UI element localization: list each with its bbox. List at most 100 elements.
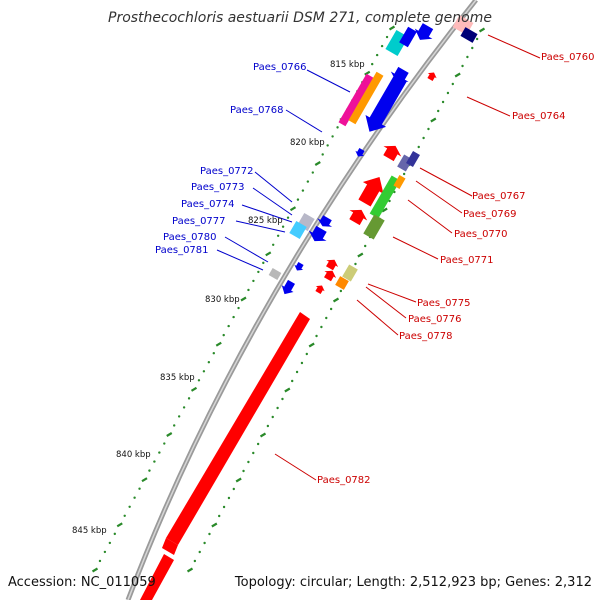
gc-dot bbox=[247, 288, 250, 292]
gc-dot bbox=[232, 315, 235, 319]
gc-dot bbox=[207, 361, 211, 364]
ruler-label: 820 kbp bbox=[290, 138, 325, 148]
features-layer bbox=[140, 14, 478, 600]
gc-dot bbox=[371, 62, 374, 66]
gene-arrow bbox=[358, 177, 384, 207]
gene-arrow bbox=[281, 279, 295, 295]
gc-dash bbox=[284, 387, 291, 393]
gc-dash bbox=[381, 207, 388, 213]
gc-dot bbox=[222, 333, 225, 337]
gc-dot bbox=[203, 541, 206, 545]
label-lines-layer bbox=[216, 34, 541, 481]
gene-label-forward[interactable]: Paes_0766 bbox=[253, 62, 307, 73]
gene-arrow bbox=[349, 209, 368, 226]
gc-dot bbox=[271, 415, 274, 419]
ruler-label: 845 kbp bbox=[72, 526, 107, 536]
gc-dot bbox=[388, 199, 391, 203]
gene-label-forward[interactable]: Paes_0774 bbox=[181, 199, 235, 210]
gene-label-reverse[interactable]: Paes_0771 bbox=[440, 255, 494, 266]
accession-text: Accession: NC_011059 bbox=[8, 575, 156, 590]
gene-arrow bbox=[383, 145, 402, 162]
gene-label-reverse[interactable]: Paes_0760 bbox=[541, 52, 595, 63]
gc-dot bbox=[331, 135, 334, 138]
gc-dot bbox=[158, 451, 161, 454]
gc-dot bbox=[441, 100, 445, 104]
gc-dash bbox=[308, 342, 315, 348]
gc-dot bbox=[326, 144, 329, 147]
gc-dot bbox=[262, 261, 265, 265]
gc-dot bbox=[187, 397, 191, 400]
gene-label-reverse[interactable]: Paes_0770 bbox=[454, 229, 508, 240]
gene-feature bbox=[406, 150, 420, 168]
gene-label-reverse[interactable]: Paes_0778 bbox=[399, 331, 453, 342]
gc-dot bbox=[375, 53, 379, 57]
gene-label-reverse[interactable]: Paes_0764 bbox=[512, 111, 566, 122]
label-leader-line bbox=[407, 199, 453, 234]
label-leader-line bbox=[216, 249, 264, 271]
gene-feature bbox=[460, 27, 478, 43]
ruler-label: 830 kbp bbox=[205, 295, 240, 305]
gc-dot bbox=[247, 460, 250, 464]
gc-dot bbox=[286, 216, 290, 219]
gc-dot bbox=[257, 270, 260, 274]
gc-dot bbox=[252, 279, 255, 283]
gc-dash bbox=[259, 432, 267, 438]
gc-dot bbox=[182, 406, 186, 409]
gc-dot bbox=[218, 514, 221, 518]
gene-feature bbox=[335, 276, 349, 290]
gene-label-forward[interactable]: Paes_0768 bbox=[230, 105, 284, 116]
gene-feature bbox=[348, 71, 384, 125]
gene-feature-long bbox=[140, 554, 174, 600]
ruler-label: 835 kbp bbox=[160, 373, 195, 383]
gc-dot bbox=[256, 442, 260, 446]
gc-dot bbox=[252, 451, 255, 455]
gc-dot bbox=[321, 153, 324, 156]
gc-dash bbox=[357, 252, 364, 258]
gc-dot bbox=[281, 225, 285, 228]
gene-label-reverse[interactable]: Paes_0776 bbox=[408, 314, 462, 325]
topology-text: Topology: circular; Length: 2,512,923 bp… bbox=[234, 575, 592, 590]
gc-dot bbox=[202, 370, 206, 373]
gene-arrow bbox=[324, 270, 337, 282]
gene-arrow bbox=[427, 72, 437, 81]
gc-dot bbox=[461, 64, 464, 68]
gc-dot bbox=[237, 306, 240, 310]
label-leader-line bbox=[365, 286, 407, 319]
gc-dot bbox=[451, 82, 454, 86]
gc-dash bbox=[186, 567, 194, 573]
gc-dot bbox=[227, 324, 230, 328]
label-leader-line bbox=[466, 96, 511, 117]
gc-dash bbox=[215, 341, 222, 347]
label-leader-line bbox=[241, 204, 293, 223]
gc-dash bbox=[265, 251, 272, 257]
gc-dot bbox=[212, 352, 215, 355]
gene-label-forward[interactable]: Paes_0777 bbox=[172, 216, 226, 227]
gene-label-forward[interactable]: Paes_0781 bbox=[155, 245, 209, 256]
label-leader-line bbox=[235, 220, 286, 233]
gene-label-reverse[interactable]: Paes_0767 bbox=[472, 191, 526, 202]
gc-dot bbox=[276, 406, 279, 410]
gc-dot bbox=[437, 109, 440, 113]
gene-arrow bbox=[414, 23, 434, 40]
gene-arrow bbox=[326, 259, 339, 271]
gc-dot bbox=[108, 541, 112, 545]
gc-dot bbox=[422, 136, 425, 140]
gene-arrow bbox=[294, 262, 304, 271]
gc-dot bbox=[232, 487, 235, 491]
gc-dot bbox=[208, 532, 211, 536]
gene-feature bbox=[342, 264, 358, 282]
gene-label-reverse[interactable]: Paes_0782 bbox=[317, 475, 371, 486]
gene-label-reverse[interactable]: Paes_0769 bbox=[463, 209, 517, 220]
gene-feature bbox=[393, 175, 406, 189]
gc-dot bbox=[364, 244, 367, 248]
gc-dot bbox=[446, 91, 450, 95]
gc-dash bbox=[240, 296, 247, 302]
gene-label-forward[interactable]: Paes_0780 bbox=[163, 232, 217, 243]
gene-label-reverse[interactable]: Paes_0775 bbox=[417, 298, 471, 309]
gene-label-forward[interactable]: Paes_0772 bbox=[200, 166, 254, 177]
gene-label-forward[interactable]: Paes_0773 bbox=[191, 182, 245, 193]
gc-dot bbox=[380, 44, 384, 48]
map-title: Prosthecochloris aestuarii DSM 271, comp… bbox=[108, 10, 492, 26]
